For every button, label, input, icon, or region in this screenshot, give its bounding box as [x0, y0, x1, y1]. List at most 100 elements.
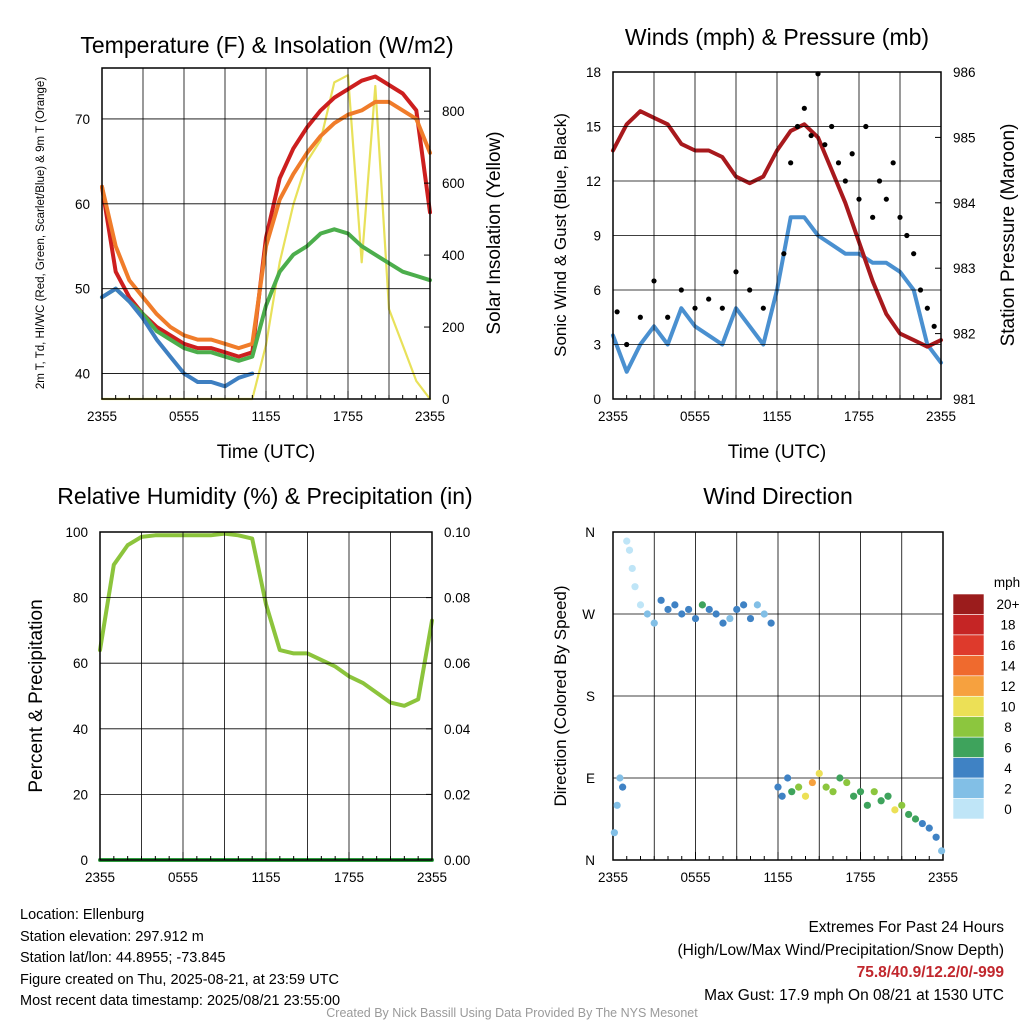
colorbar-swatch — [952, 736, 985, 758]
gust-point — [706, 296, 712, 302]
direction-point — [685, 605, 693, 614]
x-tick-label: 1155 — [763, 870, 792, 885]
y2-tick-label: 0.02 — [444, 787, 470, 802]
direction-point — [898, 801, 906, 809]
direction-point — [746, 614, 755, 623]
temp-ylabel-left: 2m T, Td, HI/WC (Red, Green, Scarlet/Blu… — [35, 77, 47, 389]
direction-point — [784, 774, 792, 782]
x-tick-label: 2355 — [87, 409, 117, 424]
winds-axis-layer: 2355 0555 1155 1755 2355 0 3 6 9 12 15 18 981 982 983 9… — [586, 65, 976, 424]
x-tick-label: 2355 — [415, 409, 445, 424]
figure-created: Figure created on Thu, 2025-08-21, at 23… — [20, 971, 339, 988]
x-tick-label: 2355 — [598, 409, 628, 424]
colorbar-swatch — [952, 757, 985, 779]
direction-point — [808, 778, 816, 787]
x-tick-label: 2355 — [598, 870, 628, 885]
y2-tick-label: 0.04 — [444, 722, 471, 737]
station-location: Location: Ellenburg — [20, 907, 145, 923]
y2-tick-label: 983 — [953, 261, 976, 276]
gust-point — [890, 160, 896, 166]
gust-point — [808, 132, 814, 139]
y2-tick-label: 981 — [953, 392, 976, 407]
direction-point — [733, 605, 741, 614]
extremes-legend: (High/Low/Max Wind/Precipitation/Snow De… — [677, 941, 1005, 959]
y2-tick-label: 400 — [442, 248, 465, 263]
winddir-chart-title: Wind Direction — [703, 483, 853, 509]
direction-point — [850, 792, 858, 800]
direction-point — [877, 797, 885, 805]
direction-point — [610, 829, 618, 837]
direction-point — [801, 792, 810, 800]
direction-point — [760, 610, 768, 618]
direction-point — [843, 778, 851, 787]
humidity-ylabel-left: Percent & Precipitation — [26, 599, 47, 792]
x-tick-label: 1755 — [844, 409, 874, 424]
y2-tick-label: 0.10 — [444, 525, 470, 540]
y2-tick-label: 800 — [442, 104, 465, 119]
colorbar-label: 2 — [1004, 781, 1012, 796]
direction-point — [719, 619, 727, 627]
direction-point — [625, 546, 634, 554]
y-tick-label: 0 — [593, 392, 601, 407]
colorbar-swatch — [952, 695, 985, 718]
x-tick-label: 0555 — [168, 870, 198, 885]
direction-point — [795, 783, 803, 791]
y2-tick-label: 0.08 — [444, 591, 470, 606]
gust-point — [924, 305, 930, 311]
y2-tick-label: 0.00 — [444, 853, 470, 868]
colorbar-label: 10 — [1000, 700, 1015, 715]
winds-xlabel: Time (UTC) — [728, 442, 827, 463]
y2-tick-label: 984 — [953, 196, 976, 211]
y2-tick-label: 0 — [442, 392, 450, 407]
direction-point — [822, 783, 830, 791]
direction-point — [623, 537, 631, 545]
x-tick-label: 0555 — [680, 409, 710, 424]
x-tick-label: 1155 — [251, 870, 280, 885]
direction-point — [705, 605, 713, 614]
direction-point — [863, 801, 871, 809]
humidity-axis-layer: 2355 0555 1155 1755 2355 0 20 40 60 80 100 0.00 0.02… — [65, 525, 470, 885]
colorbar-title: mph — [994, 575, 1020, 590]
colorbar-label: 0 — [1004, 802, 1012, 817]
gust-point — [931, 323, 937, 329]
y-tick-label: 70 — [75, 112, 90, 127]
colorbar-label: 16 — [1000, 638, 1015, 653]
gust-point — [883, 196, 889, 202]
y-tick-label: 15 — [586, 120, 601, 135]
colorbar-label: 20+ — [997, 597, 1020, 612]
direction-point — [870, 788, 878, 796]
direction-point — [613, 801, 621, 809]
gust-point — [665, 314, 671, 320]
direction-point — [829, 788, 837, 796]
x-tick-label: 0555 — [169, 409, 199, 424]
direction-point — [631, 583, 639, 591]
direction-point — [918, 819, 926, 828]
direction-point — [938, 847, 946, 855]
y-tick-label: 3 — [593, 338, 601, 353]
direction-point — [619, 783, 627, 791]
station-elevation: Station elevation: 297.912 m — [20, 928, 204, 945]
y-tick-label: 18 — [586, 65, 601, 80]
direction-point — [664, 605, 672, 614]
colorbar-swatch — [952, 716, 985, 738]
direction-point — [911, 815, 920, 823]
y-tick-label: N — [585, 853, 595, 868]
direction-point — [698, 601, 706, 609]
gust-point — [719, 305, 725, 311]
wind-direction-panel: Wind Direction 2355 0555 1155 1755 2355NESWN… — [551, 483, 1020, 885]
y2-tick-label: 986 — [953, 65, 976, 80]
direction-point — [678, 610, 686, 618]
temp-chart-title: Temperature (F) & Insolation (W/m2) — [80, 32, 453, 58]
direction-point — [740, 601, 748, 609]
gust-point — [760, 305, 766, 311]
gust-point — [637, 314, 643, 320]
colorbar-label: 4 — [1004, 761, 1012, 776]
gust-point — [801, 105, 807, 111]
direction-point — [774, 783, 782, 791]
colorbar-label: 14 — [1000, 659, 1016, 674]
y-tick-label: 0 — [80, 853, 88, 868]
temperature-insolation-panel: Temperature (F) & Insolation (W/m2) 2355… — [35, 32, 505, 463]
colorbar-swatch — [952, 655, 985, 677]
direction-point — [691, 614, 700, 623]
